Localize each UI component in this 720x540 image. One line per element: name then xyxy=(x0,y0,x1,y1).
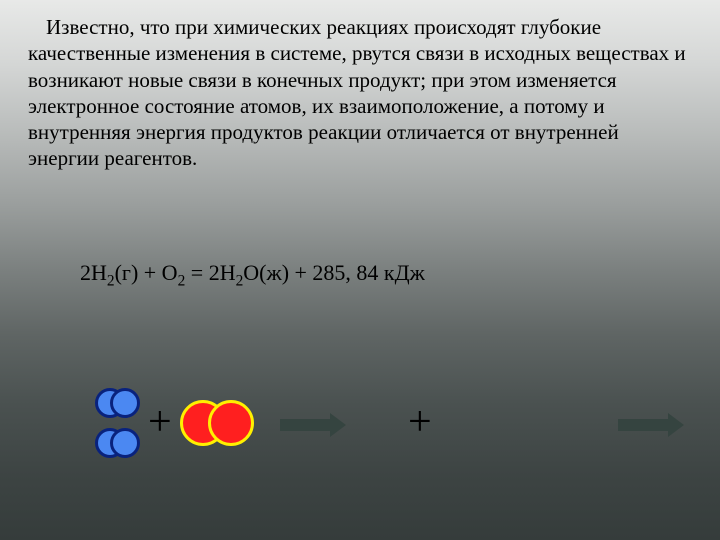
plus-sign-2: + xyxy=(408,398,432,446)
arrow-2-shaft xyxy=(618,419,668,431)
intro-paragraph: Известно, что при химических реакциях пр… xyxy=(28,14,688,172)
h2-atom-1b xyxy=(110,388,140,418)
o2-atom-b xyxy=(208,400,254,446)
arrow-2-head xyxy=(668,413,684,437)
h2-atom-2b xyxy=(110,428,140,458)
arrow-1-head xyxy=(330,413,346,437)
arrow-1-shaft xyxy=(280,419,330,431)
reaction-diagram: + + xyxy=(0,350,720,500)
plus-sign-1: + xyxy=(148,398,172,446)
reaction-equation: 2H2(г) + O2 = 2H2O(ж) + 285, 84 кДж xyxy=(80,260,425,290)
